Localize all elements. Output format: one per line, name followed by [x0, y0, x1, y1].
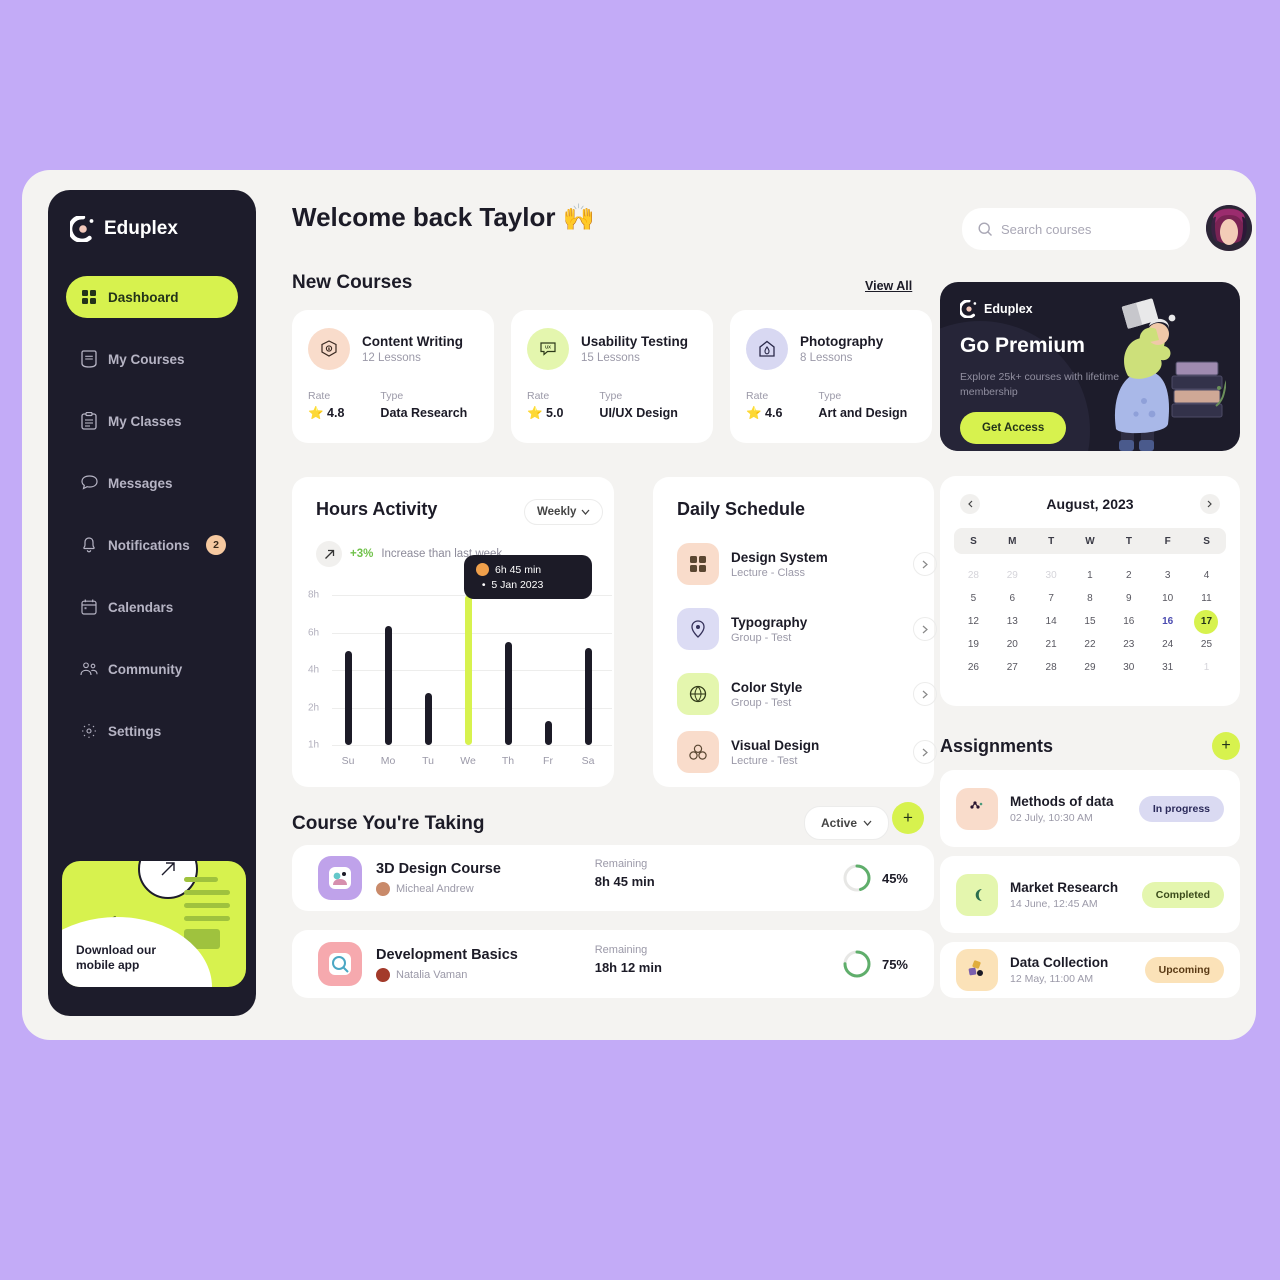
svg-text:UX: UX: [545, 345, 551, 350]
